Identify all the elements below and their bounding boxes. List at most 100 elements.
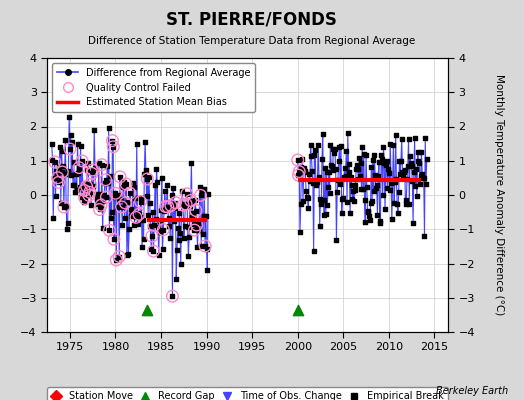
Point <box>322 169 331 176</box>
Point <box>202 246 211 252</box>
Point <box>82 183 91 190</box>
Point <box>192 222 201 228</box>
Point <box>344 168 353 175</box>
Point <box>126 190 134 196</box>
Point <box>335 144 344 150</box>
Point <box>114 196 123 203</box>
Point <box>402 197 410 203</box>
Point <box>359 151 368 157</box>
Point <box>294 172 303 178</box>
Point <box>90 127 99 133</box>
Point <box>102 176 110 183</box>
Point <box>71 189 80 195</box>
Point <box>107 209 116 215</box>
Point <box>416 180 424 187</box>
Point <box>155 218 163 224</box>
Point <box>333 189 341 195</box>
Point <box>316 196 325 202</box>
Point <box>413 192 421 199</box>
Point <box>73 141 82 148</box>
Point <box>139 236 148 242</box>
Point <box>376 218 385 224</box>
Point <box>81 195 89 202</box>
Point <box>422 180 430 187</box>
Point <box>328 163 336 170</box>
Point <box>332 236 341 243</box>
Point <box>108 137 117 144</box>
Y-axis label: Monthly Temperature Anomaly Difference (°C): Monthly Temperature Anomaly Difference (… <box>494 74 505 316</box>
Point <box>162 206 170 212</box>
Point <box>388 216 396 222</box>
Point <box>160 208 168 214</box>
Point <box>112 257 121 263</box>
Point <box>305 171 313 177</box>
Point <box>82 180 90 186</box>
Point <box>198 186 206 193</box>
Point <box>137 195 146 202</box>
Point <box>176 230 184 236</box>
Point <box>403 176 411 182</box>
Point <box>77 194 85 200</box>
Point <box>80 187 89 194</box>
Point <box>418 170 427 177</box>
Point <box>155 251 163 258</box>
Point <box>54 179 63 186</box>
Point <box>143 306 151 313</box>
Point <box>135 211 143 218</box>
Point <box>192 222 201 228</box>
Point <box>91 165 99 171</box>
Point <box>102 176 110 183</box>
Point <box>125 226 133 232</box>
Point <box>334 176 342 183</box>
Point <box>180 235 188 241</box>
Point <box>370 151 378 158</box>
Point <box>126 190 134 196</box>
Point <box>197 243 205 249</box>
Point <box>89 167 97 173</box>
Point <box>364 208 373 214</box>
Point <box>58 169 67 175</box>
Point <box>332 166 340 172</box>
Point <box>50 159 59 165</box>
Point <box>50 175 58 181</box>
Point <box>107 215 115 222</box>
Point <box>300 165 308 172</box>
Point <box>118 222 126 228</box>
Point <box>165 215 173 221</box>
Point <box>410 169 418 175</box>
Point <box>345 161 354 168</box>
Point <box>295 168 303 175</box>
Point <box>357 186 366 192</box>
Point <box>363 184 371 190</box>
Point <box>133 140 141 147</box>
Point <box>53 174 62 181</box>
Point <box>143 176 151 182</box>
Point <box>105 227 114 234</box>
Point <box>153 179 161 186</box>
Point <box>163 204 172 210</box>
Point <box>169 185 178 192</box>
Point <box>383 158 391 164</box>
Point <box>390 199 398 206</box>
Point <box>166 235 174 241</box>
Point <box>397 158 405 164</box>
Point <box>57 200 65 206</box>
Point <box>175 210 183 216</box>
Point <box>80 187 89 194</box>
Point <box>147 246 155 252</box>
Point <box>92 191 100 198</box>
Point <box>123 252 131 259</box>
Point <box>180 223 189 230</box>
Point <box>376 220 384 226</box>
Point <box>368 198 376 204</box>
Point <box>327 162 335 168</box>
Point <box>307 142 315 148</box>
Point <box>124 199 132 206</box>
Point <box>320 212 329 219</box>
Point <box>342 148 351 154</box>
Point <box>103 163 111 169</box>
Point <box>409 220 417 226</box>
Point <box>75 164 83 171</box>
Point <box>170 218 178 224</box>
Point <box>74 170 82 176</box>
